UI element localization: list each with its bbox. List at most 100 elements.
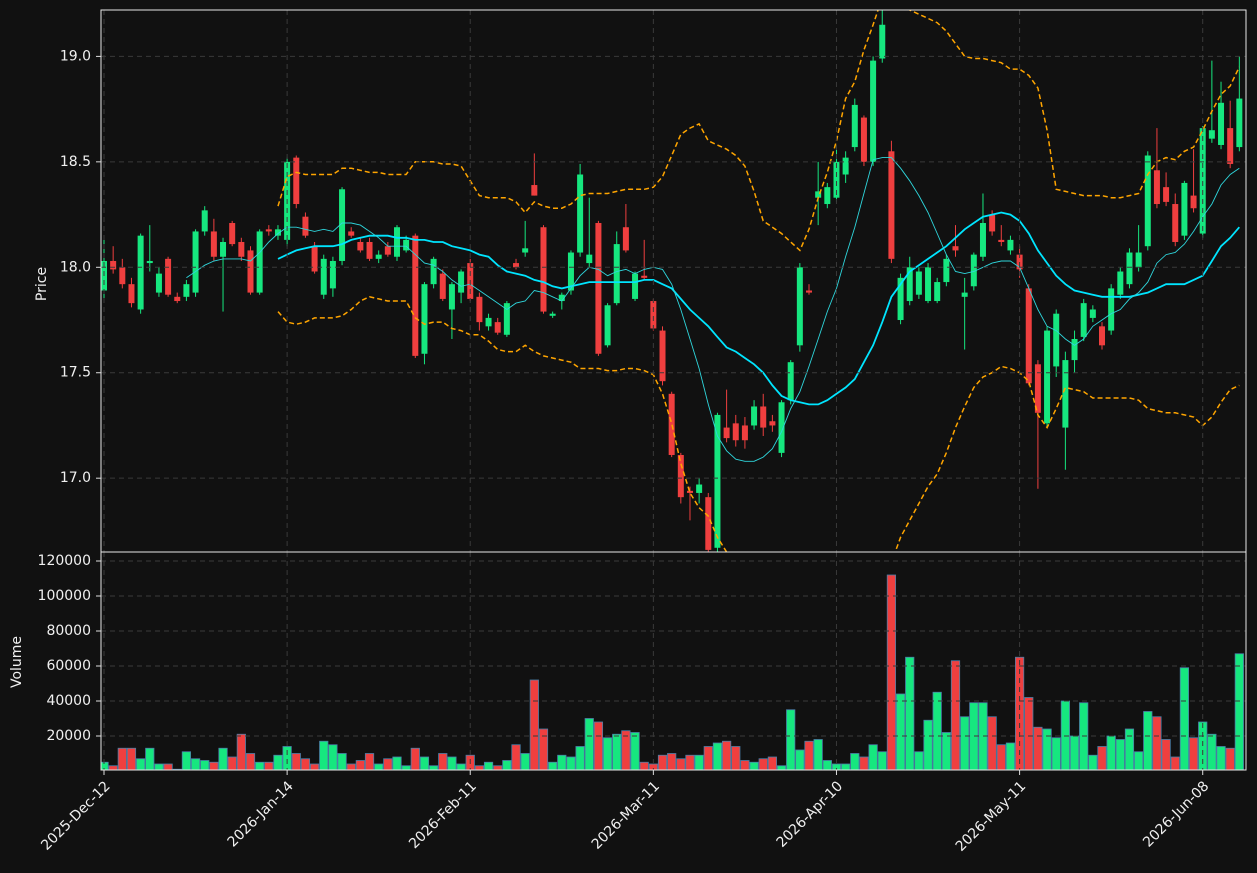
volume-bar — [1234, 653, 1244, 770]
candle-body — [1208, 130, 1215, 139]
candle-body — [1199, 128, 1206, 234]
candle-body — [879, 24, 886, 59]
volume-bar — [383, 758, 393, 770]
volume-bar — [328, 744, 338, 770]
volume-bar — [1014, 656, 1025, 770]
candle-body — [256, 231, 263, 293]
candle-body — [824, 187, 831, 205]
volume-bar — [474, 765, 484, 770]
volume-bar — [300, 758, 311, 770]
volume-bar — [319, 740, 329, 770]
volume-bar — [914, 751, 924, 770]
candle-body — [806, 290, 813, 293]
candle-body — [613, 244, 620, 304]
candle-body — [714, 414, 721, 548]
volume-bar — [877, 751, 887, 770]
volume-bar — [282, 746, 292, 770]
candle-body — [348, 231, 355, 236]
candle-body — [952, 246, 959, 251]
candle-body — [970, 254, 977, 287]
volume-bar — [1106, 735, 1116, 770]
candle-body — [796, 267, 803, 346]
volume-bar — [767, 756, 777, 770]
overlay-line — [277, 10, 1240, 252]
candle-body — [860, 117, 867, 162]
volume-bar — [612, 733, 622, 770]
volume-bar — [1134, 751, 1144, 770]
volume-bar — [731, 746, 741, 770]
candle-body — [622, 227, 629, 251]
candle-body — [1053, 313, 1060, 367]
candle-body — [1135, 252, 1142, 268]
volume-bar — [886, 574, 897, 770]
candle-body — [769, 421, 776, 426]
candle-body — [183, 284, 190, 297]
volume-bar — [227, 756, 237, 770]
volume-bar — [1042, 728, 1052, 770]
candle-body — [137, 235, 144, 310]
volume-bar — [419, 756, 430, 770]
candle-body — [1163, 187, 1170, 202]
price-axis-label: Price — [34, 267, 50, 301]
volume-bar — [667, 753, 677, 770]
volume-bar — [813, 739, 823, 770]
volume-bar — [557, 754, 567, 770]
volume-bar — [392, 756, 402, 770]
candle-body — [934, 282, 941, 302]
y-tick-label: 120000 — [38, 553, 91, 569]
candle-body — [1071, 338, 1078, 361]
candle-body — [513, 263, 520, 268]
volume-axis-label: Volume — [9, 636, 25, 688]
candle-body — [732, 423, 739, 441]
candle-body — [1044, 330, 1051, 424]
candle-body — [586, 254, 593, 264]
volume-bar — [1051, 737, 1061, 770]
volume-bar — [850, 753, 860, 770]
volume-bar — [1216, 746, 1226, 770]
candle-body — [146, 260, 153, 264]
candle-body — [696, 484, 703, 493]
candle-body — [412, 235, 419, 356]
candle-body — [485, 317, 492, 327]
volume-bar — [1207, 733, 1217, 770]
volume-bar — [749, 761, 759, 770]
volume-bar — [1005, 742, 1016, 770]
candle-body — [357, 241, 364, 251]
candle-body — [155, 273, 162, 293]
candle-body — [870, 60, 877, 162]
volume-bar — [575, 746, 585, 770]
volume-bar — [694, 754, 704, 770]
volume-bar — [1152, 716, 1162, 770]
candle-body — [448, 284, 455, 310]
candle-body — [833, 161, 840, 198]
volume-bar — [786, 709, 796, 770]
volume-bar — [538, 728, 549, 770]
volume-bar — [1225, 747, 1235, 770]
volume-bar — [483, 761, 494, 770]
volume-bar — [218, 747, 228, 770]
candle-body — [842, 157, 849, 175]
candle-body — [1034, 364, 1041, 413]
candle-body — [760, 406, 767, 428]
candle-body — [503, 303, 510, 335]
candle-body — [961, 292, 968, 297]
candle-body — [1218, 102, 1225, 145]
volume-bar — [584, 718, 594, 770]
volume-bar — [639, 761, 649, 770]
volume-bar — [126, 747, 137, 770]
volume-bar — [548, 761, 558, 770]
price-panel — [101, 10, 1243, 552]
candle-body — [119, 267, 126, 285]
volume-bar — [511, 744, 521, 770]
y-tick-label: 20000 — [46, 728, 91, 744]
candle-body — [265, 229, 272, 232]
candle-body — [274, 229, 281, 236]
candle-body — [375, 254, 382, 259]
candle-body — [1089, 309, 1096, 318]
volume-bar — [602, 737, 613, 770]
volume-bar — [108, 765, 118, 770]
volume-bar — [1088, 754, 1098, 770]
candle-body — [741, 425, 748, 441]
